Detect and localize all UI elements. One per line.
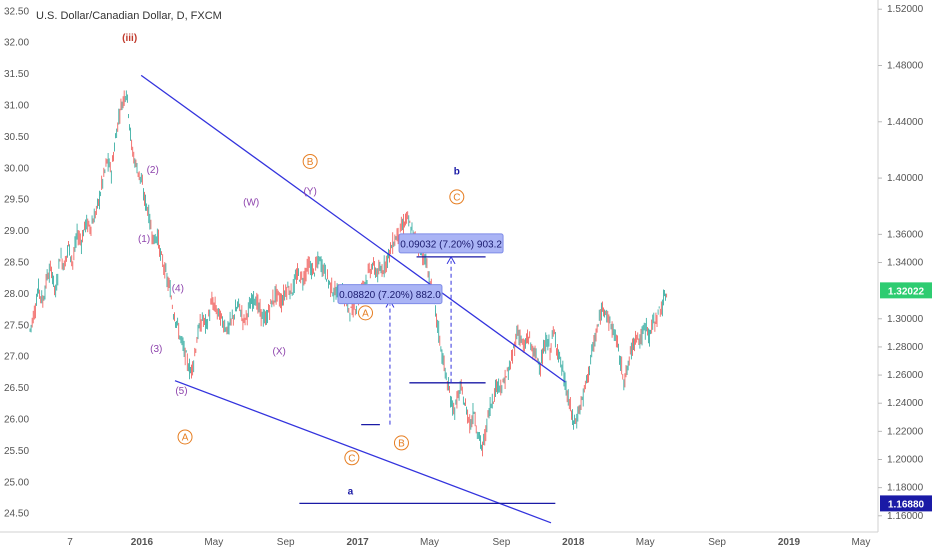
x-tick-label: 7 [67,537,73,548]
x-tick-label: 2016 [131,537,154,548]
wave-label: (1) [138,234,150,245]
left-tick-label: 31.00 [4,100,29,111]
wave-circle [302,153,318,169]
price-badges: 1.32022 1.16880 [880,282,932,512]
right-tick-label: 1.34000 [887,258,924,269]
x-tick-label: Sep [493,537,511,548]
right-tick-label: 1.30000 [887,314,924,325]
left-tick-label: 30.50 [4,132,29,143]
measurements: 0.08820 (7.20%) 882.0 0.09032 (7.20%) 903… [337,233,504,425]
right-tick-label: 1.44000 [887,117,924,128]
x-tick-label: May [851,537,870,548]
right-tick-label: 1.22000 [887,426,924,437]
x-tick-label: May [204,537,223,548]
price-badge-label: 1.32022 [888,286,925,297]
left-tick-label: 29.00 [4,226,29,237]
left-tick-label: 29.50 [4,195,29,206]
left-tick-label: 25.00 [4,477,29,488]
right-tick-label: 1.16000 [887,511,924,522]
wave-label: B [398,438,405,449]
left-tick-label: 24.50 [4,509,29,520]
left-tick-label: 27.50 [4,320,29,331]
wave-label: (X) [273,347,286,358]
price-series [29,90,668,457]
right-tick-label: 1.48000 [887,61,924,72]
wave-label: A [362,308,369,319]
wave-circle [449,189,465,205]
x-tick-label: Sep [708,537,726,548]
price-badge-label: 1.16880 [888,499,925,510]
price-badge [880,495,932,512]
right-tick-label: 1.18000 [887,483,924,494]
x-tick-label: May [636,537,655,548]
right-tick-label: 1.28000 [887,342,924,353]
wave-label: b [454,167,460,178]
chart-title: U.S. Dollar/Canadian Dollar, D, FXCM [36,10,222,22]
wave-label: (4) [172,283,184,294]
x-tick-label: May [420,537,439,548]
left-tick-label: 32.50 [4,6,29,17]
wave-label: (5) [175,386,187,397]
left-tick-label: 28.00 [4,289,29,300]
left-tick-label: 28.50 [4,258,29,269]
left-tick-label: 32.00 [4,38,29,49]
wave-label: A [182,432,189,443]
measure-box [337,284,443,305]
wave-label: (3) [150,344,162,355]
x-tick-label: 2017 [346,537,369,548]
x-axis: 7 2016 May Sep 2017 May Sep 2018 May Sep 2019 May [67,537,870,548]
wave-label: (W) [243,198,259,209]
left-tick-label: 30.00 [4,163,29,174]
left-tick-label: 26.00 [4,415,29,426]
x-tick-label: 2019 [778,537,801,548]
wave-label: B [307,157,314,168]
wave-labels: (iii) (2) (1) (4) (3) (5) (W) (X) (Y) b a A B C A B C [122,33,465,498]
right-tick-label: 1.26000 [887,370,924,381]
left-axis: 32.50 32.00 31.50 31.00 30.50 30.00 29.50 29.00… [4,6,29,519]
x-tick-label: Sep [277,537,295,548]
left-tick-label: 31.50 [4,69,29,80]
wave-label: C [453,192,460,203]
trendlines [140,74,566,524]
measure-label: 0.09032 (7.20%) 903.2 [400,239,502,250]
left-tick-label: 25.50 [4,446,29,457]
wave-label: (iii) [122,33,137,44]
wave-circle [358,305,374,321]
left-tick-label: 27.00 [4,352,29,363]
right-axis: 1.52000 1.48000 1.44000 1.40000 1.36000 1.340… [878,4,924,522]
right-tick-label: 1.52000 [887,4,924,15]
wave-label: a [348,487,354,498]
trendline [174,380,552,524]
wave-circle [344,450,360,466]
left-tick-label: 26.50 [4,383,29,394]
wave-label: C [348,453,355,464]
measure-box [398,233,504,254]
measure-arrowhead [446,255,456,265]
measure-label: 0.08820 (7.20%) 882.0 [339,290,441,301]
wave-circle [177,429,193,445]
trendline [140,74,566,383]
right-tick-label: 1.36000 [887,229,924,240]
right-tick-label: 1.20000 [887,454,924,465]
wave-circle [393,435,409,451]
right-tick-label: 1.24000 [887,398,924,409]
x-tick-label: 2018 [562,537,585,548]
price-badge [880,282,932,299]
wave-label: (Y) [303,186,316,197]
right-tick-label: 1.40000 [887,173,924,184]
wave-label: (2) [147,165,159,176]
